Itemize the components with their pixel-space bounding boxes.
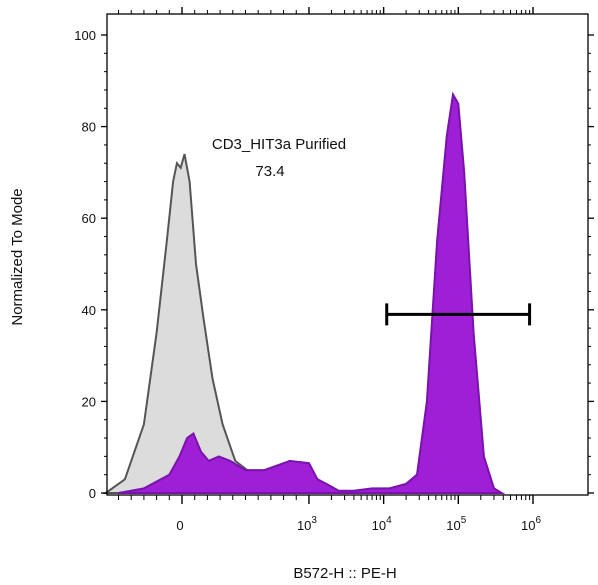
y-tick-label: 100: [74, 28, 96, 43]
control-histogram: [102, 153, 350, 494]
gate: [385, 303, 532, 326]
gate-name: CD3_HIT3a Purified: [212, 136, 346, 153]
y-tick-label: 60: [82, 211, 96, 226]
y-tick-label: 0: [89, 486, 96, 501]
x-tick-label: 104: [372, 515, 392, 533]
y-axis: 0 20 40 60 80 100: [74, 28, 594, 501]
y-tick-label: 40: [82, 303, 96, 318]
y-tick-label: 20: [82, 394, 96, 409]
y-axis-title: Normalized To Mode: [9, 188, 26, 325]
x-tick-label: 106: [521, 515, 541, 533]
x-tick-label: 0: [176, 518, 183, 533]
x-tick-label: 105: [446, 515, 466, 533]
y-tick-label: 80: [82, 120, 96, 135]
gate-value: 73.4: [255, 163, 284, 180]
x-tick-label: 103: [297, 515, 317, 533]
stained-histogram: [118, 91, 506, 494]
histogram-layer: [102, 91, 506, 494]
x-axis: 0 103 104 105 106: [118, 7, 541, 533]
x-axis-title: B572-H :: PE-H: [293, 565, 396, 582]
